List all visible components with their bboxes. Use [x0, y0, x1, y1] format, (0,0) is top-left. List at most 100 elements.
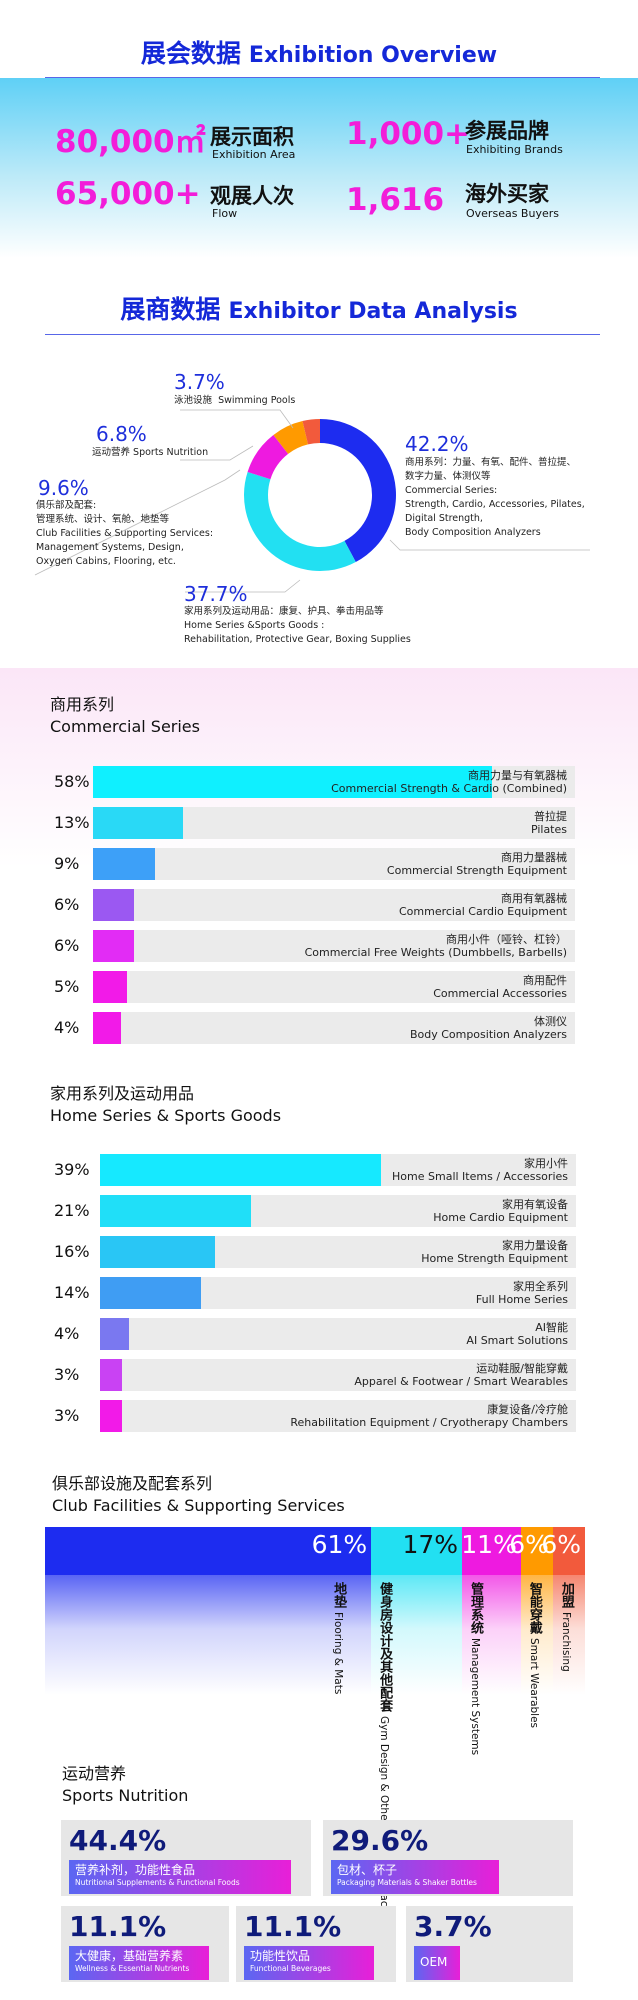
bar-fill: [93, 1012, 121, 1044]
slice-home-label: 家用系列及运动用品：康复、护具、拳击用品等 Home Series &Sport…: [184, 605, 411, 647]
bar-category-en: Home Strength Equipment: [421, 1252, 568, 1265]
slice-pool-pct: 3.7%: [174, 370, 225, 394]
bar-row: 9% 商用力量器械 Commercial Strength Equipment: [54, 848, 575, 880]
bar-fill: [100, 1318, 129, 1350]
club-segment-label-management: 管理系统 Management Systems: [466, 1582, 485, 1755]
nutrition-supplements-en: Nutritional Supplements & Functional Foo…: [75, 1878, 240, 1887]
bar-category-cn: 家用有氧设备: [502, 1198, 568, 1211]
bar-track: 家用全系列 Full Home Series: [100, 1277, 576, 1309]
overview-section: [0, 78, 638, 258]
bar-category-label: 家用有氧设备 Home Cardio Equipment: [433, 1198, 568, 1224]
bar-category-en: Apparel & Footwear / Smart Wearables: [354, 1375, 568, 1388]
bar-pct-label: 16%: [54, 1242, 90, 1261]
club-segment-fade-gym-design: [371, 1575, 463, 1695]
leader-line-club: [34, 469, 241, 576]
donut-slice-pool: [302, 419, 320, 445]
nutrition-title: 运动营养 Sports Nutrition: [62, 1763, 188, 1807]
bar-fill: [93, 766, 493, 798]
slice-pool-label: 泳池设施 Swimming Pools: [174, 394, 295, 408]
bar-fill: [93, 807, 183, 839]
nutrition-packaging-value: 29.6%: [331, 1824, 429, 1857]
exhibitor-donut-chart: [34, 409, 590, 593]
club-label-cn: 管理系统: [468, 1582, 484, 1634]
nutrition-wellness-en: Wellness & Essential Nutrients: [75, 1964, 190, 1973]
bar-fill: [93, 848, 155, 880]
bar-category-label: 商用小件（哑铃、杠铃） Commercial Free Weights (Dumb…: [305, 933, 567, 959]
slice-commercial-en3: Digital Strength,: [405, 513, 483, 524]
bar-pct-label: 5%: [54, 977, 80, 996]
exhibitor-divider: [45, 334, 600, 335]
bar-track: 商用配件 Commercial Accessories: [93, 971, 575, 1003]
slice-commercial-en4: Body Composition Analyzers: [405, 527, 541, 538]
bar-pct-label: 9%: [54, 854, 80, 873]
stat-brands-label-en: Exhibiting Brands: [466, 143, 563, 156]
bar-row: 6% 商用有氧器械 Commercial Cardio Equipment: [54, 889, 575, 921]
club-label-cn: 健身房设计及其他配套: [377, 1582, 393, 1712]
club-label-en: Smart Wearables: [527, 1638, 540, 1729]
bar-category-label: 普拉提 Pilates: [531, 810, 567, 836]
nutrition-supplements-value: 44.4%: [69, 1824, 167, 1857]
slice-commercial-cn: 商用系列：力量、有氧、配件、普拉提、: [405, 457, 577, 468]
bar-pct-label: 39%: [54, 1160, 90, 1179]
bar-track: 商用有氧器械 Commercial Cardio Equipment: [93, 889, 575, 921]
bar-pct-label: 4%: [54, 1324, 80, 1343]
overview-title-cn: 展会数据: [140, 39, 241, 68]
bar-track: 家用小件 Home Small Items / Accessories: [100, 1154, 576, 1186]
bar-track: 康复设备/冷疗舱 Rehabilitation Equipment / Cryot…: [100, 1400, 576, 1432]
bar-category-cn: 运动鞋服/智能穿戴: [476, 1362, 568, 1375]
nutrition-wellness-tag: 大健康，基础营养素 Wellness & Essential Nutrients: [69, 1946, 209, 1980]
club-segment-wearables: [520, 1527, 553, 1575]
bar-pct-label: 3%: [54, 1406, 80, 1425]
nutrition-beverages-value: 11.1%: [244, 1910, 342, 1943]
bar-category-en: Commercial Free Weights (Dumbbells, Barb…: [304, 946, 567, 959]
bar-row: 4% 体测仪 Body Composition Analyzers: [54, 1012, 575, 1044]
bar-category-label: 商用配件 Commercial Accessories: [433, 974, 567, 1000]
stat-area-label-en: Exhibition Area: [212, 148, 296, 161]
bar-category-label: 商用有氧器械 Commercial Cardio Equipment: [399, 892, 567, 918]
slice-nutrition-label: 运动营养 Sports Nutrition: [92, 446, 208, 460]
bar-category-label: 体测仪 Body Composition Analyzers: [410, 1015, 567, 1041]
bar-row: 5% 商用配件 Commercial Accessories: [54, 971, 575, 1003]
nutrition-supplements-cn: 营养补剂，功能性食品: [75, 1863, 196, 1877]
overview-title-en: Exhibition Overview: [248, 43, 498, 68]
slice-home-pct: 37.7%: [184, 582, 248, 606]
stat-buyers-label-cn: 海外买家: [465, 182, 549, 206]
bar-category-en: Rehabilitation Equipment / Cryotherapy C…: [290, 1416, 568, 1429]
nutrition-card-oem: 3.7% OEM: [406, 1906, 573, 1982]
bar-row: 16% 家用力量设备 Home Strength Equipment: [54, 1236, 576, 1268]
home-series-title-cn: 家用系列及运动用品: [50, 1084, 195, 1103]
club-series-title-en: Club Facilities & Supporting Services: [52, 1496, 345, 1515]
stat-flow-label-cn: 观展人次: [210, 184, 294, 208]
bar-fill: [93, 971, 128, 1003]
club-segment-pct-flooring: 61%: [311, 1530, 368, 1559]
bar-fill: [93, 889, 135, 921]
overview-title: 展会数据 Exhibition Overview: [0, 34, 638, 70]
bar-category-en: Full Home Series: [475, 1293, 568, 1306]
bar-row: 39% 家用小件 Home Small Items / Accessories: [54, 1154, 576, 1186]
bar-track: 家用力量设备 Home Strength Equipment: [100, 1236, 576, 1268]
bar-pct-label: 21%: [54, 1201, 90, 1220]
club-label-cn: 智能穿戴: [526, 1582, 542, 1634]
bar-row: 58% 商用力量与有氧器械 Commercial Strength & Cardio…: [54, 766, 575, 798]
club-segment-fade-franchising: [552, 1575, 585, 1695]
bar-category-label: 商用力量器械 Commercial Strength Equipment: [387, 851, 567, 877]
bar-category-cn: 体测仪: [534, 1015, 567, 1028]
nutrition-oem-cn: OEM: [420, 1955, 448, 1969]
bar-category-cn: 商用有氧器械: [501, 892, 567, 905]
bar-row: 4% AI智能 AI Smart Solutions: [54, 1318, 576, 1350]
slice-commercial-pct: 42.2%: [405, 432, 469, 456]
nutrition-beverages-cn: 功能性饮品: [250, 1949, 311, 1963]
donut-slice-commercial: [320, 419, 396, 563]
club-segment-fade-flooring: [45, 1575, 372, 1695]
bar-category-cn: 商用力量与有氧器械: [468, 769, 567, 782]
nutrition-wellness-cn: 大健康，基础营养素: [75, 1949, 184, 1963]
slice-club-en2: Management Systems, Design,: [36, 542, 184, 553]
donut-slice-club: [247, 434, 289, 480]
slice-pool-cn: 泳池设施: [174, 395, 213, 406]
slice-home-en2: Rehabilitation, Protective Gear, Boxing …: [184, 634, 411, 645]
bar-category-en: Commercial Strength Equipment: [386, 864, 567, 877]
nutrition-beverages-tag: 功能性饮品 Functional Beverages: [244, 1946, 374, 1980]
nutrition-title-en: Sports Nutrition: [62, 1786, 189, 1805]
bar-category-en: Home Small Items / Accessories: [392, 1170, 568, 1183]
bar-fill: [100, 1195, 252, 1227]
